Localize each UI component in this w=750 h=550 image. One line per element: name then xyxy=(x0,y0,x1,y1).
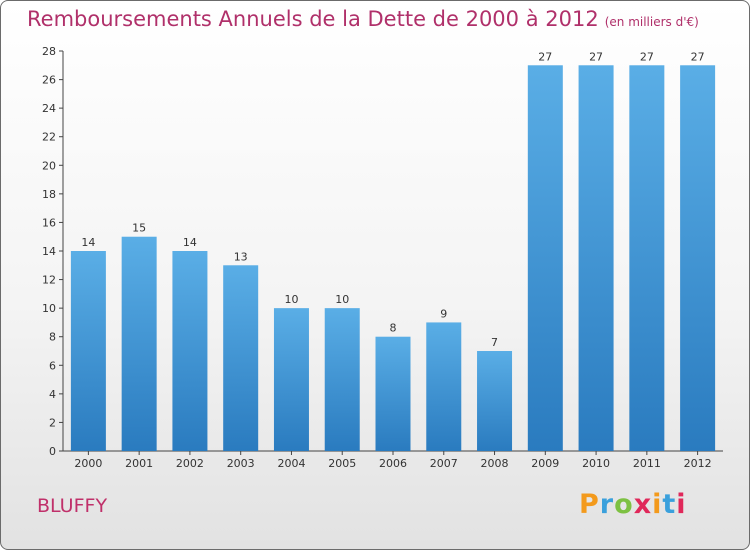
y-tick-label: 24 xyxy=(42,102,56,115)
logo-letter: t xyxy=(662,489,677,520)
bar xyxy=(375,336,411,451)
y-tick-label: 18 xyxy=(42,188,56,201)
x-tick-label: 2012 xyxy=(684,457,712,470)
logo-letter: i xyxy=(652,489,663,520)
bar xyxy=(70,251,106,451)
bar xyxy=(172,251,208,451)
logo-letter: o xyxy=(614,489,634,520)
x-tick-label: 2011 xyxy=(633,457,661,470)
place-name: BLUFFY xyxy=(37,495,108,517)
data-label: 13 xyxy=(234,250,248,263)
bar xyxy=(223,265,259,451)
bar xyxy=(121,236,157,451)
y-tick-label: 26 xyxy=(42,74,56,87)
data-label: 14 xyxy=(81,236,95,249)
bar xyxy=(273,308,309,451)
bar xyxy=(629,65,665,452)
logo-letter: r xyxy=(599,489,615,520)
title-text: Remboursements Annuels de la Dette de 20… xyxy=(27,7,599,31)
x-tick-label: 2006 xyxy=(379,457,407,470)
y-tick-label: 6 xyxy=(49,359,56,372)
x-tick-label: 2003 xyxy=(227,457,255,470)
data-label: 10 xyxy=(284,293,298,306)
y-tick-label: 10 xyxy=(42,302,56,315)
data-label: 27 xyxy=(640,50,654,63)
y-tick-label: 28 xyxy=(42,45,56,58)
logo-letter: x xyxy=(633,489,653,520)
bar xyxy=(527,65,563,452)
bar xyxy=(426,322,462,451)
x-tick-label: 2000 xyxy=(74,457,102,470)
data-label: 10 xyxy=(335,293,349,306)
y-tick-label: 22 xyxy=(42,131,56,144)
y-tick-label: 0 xyxy=(49,445,56,458)
y-tick-label: 16 xyxy=(42,216,56,229)
x-tick-label: 2009 xyxy=(531,457,559,470)
y-tick-label: 2 xyxy=(49,416,56,429)
proxiti-logo: Proxiti xyxy=(579,489,687,520)
bar xyxy=(680,65,716,452)
data-label: 27 xyxy=(538,50,552,63)
y-tick-label: 4 xyxy=(49,388,56,401)
logo-letter: P xyxy=(579,489,600,520)
x-tick-label: 2010 xyxy=(582,457,610,470)
data-label: 15 xyxy=(132,222,146,235)
x-tick-label: 2007 xyxy=(430,457,458,470)
x-tick-label: 2008 xyxy=(481,457,509,470)
x-tick-label: 2001 xyxy=(125,457,153,470)
data-label: 27 xyxy=(589,50,603,63)
y-tick-label: 14 xyxy=(42,245,56,258)
bar xyxy=(324,308,360,451)
title-unit: (en milliers d'€) xyxy=(604,15,699,29)
bar xyxy=(477,351,513,451)
y-tick-label: 12 xyxy=(42,274,56,287)
chart-title: Remboursements Annuels de la Dette de 20… xyxy=(27,7,699,31)
bar xyxy=(578,65,614,452)
data-label: 27 xyxy=(691,50,705,63)
data-label: 7 xyxy=(491,336,498,349)
y-tick-label: 8 xyxy=(49,331,56,344)
x-tick-label: 2005 xyxy=(328,457,356,470)
logo-letter: i xyxy=(676,489,687,520)
data-label: 9 xyxy=(440,307,447,320)
data-label: 8 xyxy=(390,322,397,335)
data-label: 14 xyxy=(183,236,197,249)
x-tick-label: 2004 xyxy=(277,457,305,470)
x-tick-label: 2002 xyxy=(176,457,204,470)
y-tick-label: 20 xyxy=(42,159,56,172)
